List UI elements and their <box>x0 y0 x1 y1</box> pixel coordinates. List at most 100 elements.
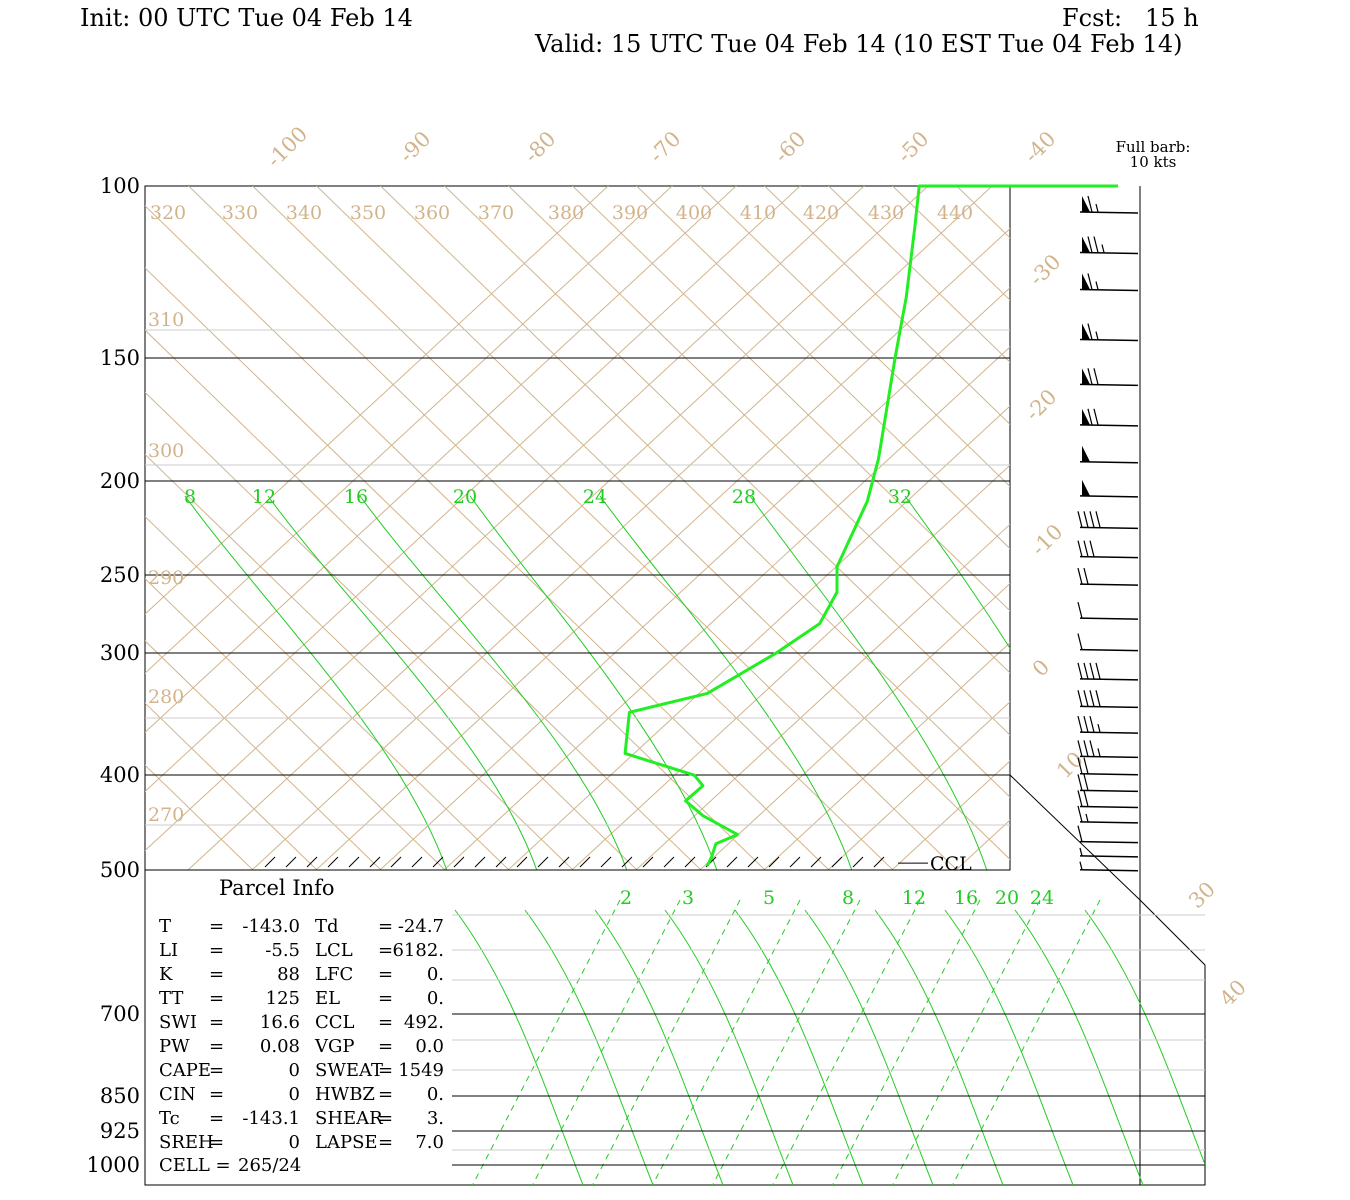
mixing-ratio-label: 12 <box>252 486 276 508</box>
wind-barb <box>1079 479 1139 498</box>
barb-half <box>1095 203 1099 213</box>
parcel-row-label: LI <box>159 940 178 961</box>
dry-adiabat-line <box>145 515 510 870</box>
dry-adiabat-line <box>379 186 1010 798</box>
hatch-mark <box>621 856 633 868</box>
barb-full <box>1077 540 1083 557</box>
barb-shaft <box>1079 840 1139 844</box>
upper-mixing-ratio-lines <box>184 495 1010 870</box>
barb-full <box>1083 567 1089 585</box>
isotherm-label: -30 <box>1025 250 1066 291</box>
barb-full <box>1083 740 1089 757</box>
mixing-ratio-line <box>184 495 448 870</box>
isotherm-label: 40 <box>1215 975 1251 1011</box>
lower-mixing-ratio-label: 3 <box>682 887 694 909</box>
barb-shaft <box>1079 855 1139 858</box>
wind-barb <box>1077 774 1139 793</box>
hatch-mark <box>264 856 276 868</box>
isotherm-line <box>443 346 1010 870</box>
hatch-mark <box>789 856 801 868</box>
parcel-row-label: TT <box>159 988 183 1009</box>
init-time: Init: 00 UTC Tue 04 Feb 14 <box>80 4 413 32</box>
barb-shaft <box>1079 821 1139 824</box>
barb-shaft <box>1079 495 1139 498</box>
moist-adiabat-line <box>664 909 794 1185</box>
barb-shaft <box>1079 617 1139 620</box>
dry-adiabat-line <box>145 578 446 870</box>
wind-barbs: Full barb:10 kts <box>1077 138 1190 872</box>
parcel-row-eq2: = <box>378 988 393 1009</box>
theta-label: 440 <box>937 202 973 224</box>
parcel-row-label2: LAPSE <box>315 1132 378 1153</box>
dry-adiabat-line <box>145 453 574 870</box>
parcel-row-label: Tc <box>159 1108 180 1129</box>
barb-full <box>1083 690 1089 707</box>
parcel-row-label2: SWEAT <box>315 1060 383 1081</box>
parcel-row-eq: = <box>209 916 224 937</box>
pressure-tick-label: 925 <box>100 1119 140 1143</box>
barb-full <box>1093 408 1099 425</box>
isotherm-label: -90 <box>395 127 436 168</box>
hatch-mark <box>306 856 318 868</box>
dry-adiabat-line <box>315 186 1010 861</box>
dry-adiabat-line <box>507 186 1010 674</box>
wind-barb <box>1079 445 1139 464</box>
dry-adiabat-line <box>443 186 1010 736</box>
parcel-row-value2: 0. <box>427 988 444 1009</box>
moist-adiabat-line <box>594 909 724 1185</box>
wind-barb <box>1079 861 1139 872</box>
barb-shaft <box>1079 424 1139 427</box>
mixing-ratio-line <box>267 495 538 870</box>
barb-half <box>1079 861 1083 870</box>
hatch-mark <box>537 856 549 868</box>
barb-full <box>1089 511 1095 528</box>
lower-mixing-ratio-label: 5 <box>763 887 775 909</box>
dry-adiabat-line <box>145 640 382 870</box>
dry-adiabat-line <box>145 205 830 870</box>
hatch-mark <box>453 856 465 868</box>
isotherm-line <box>1084 66 1350 870</box>
lower-mixing-ratio-label: 2 <box>620 887 632 909</box>
lower-mixing-ratio-line <box>652 899 801 1185</box>
barb-half <box>1097 723 1101 733</box>
isotherm-label: -70 <box>645 127 686 168</box>
parcel-row-value: 0.08 <box>260 1036 300 1057</box>
parcel-row-eq2: = <box>378 916 393 937</box>
pressure-tick-label: 700 <box>100 1002 140 1026</box>
pressure-tick-label: 400 <box>100 763 140 787</box>
parcel-row-eq: = <box>209 988 224 1009</box>
barb-full <box>1083 715 1089 733</box>
wind-barb <box>1077 690 1139 709</box>
hatch-mark <box>747 856 759 868</box>
dry-adiabat-line <box>635 186 1010 550</box>
dry-adiabat-line <box>145 702 318 870</box>
theta-label: 270 <box>148 804 184 826</box>
isotherm-line <box>571 464 1010 870</box>
lower-panel-frame <box>144 186 1206 1186</box>
barb-full <box>1077 774 1083 791</box>
lower-mixing-ratio-label: 24 <box>1030 887 1054 909</box>
barb-half <box>1095 331 1099 340</box>
wind-barb <box>1077 567 1139 586</box>
isotherm-line <box>699 582 1010 870</box>
barb-flag <box>1082 445 1090 462</box>
barb-full <box>1077 633 1083 650</box>
isotherm-line <box>1148 66 1350 870</box>
parcel-row-label2: Td <box>315 916 339 937</box>
hatch-mark <box>495 856 507 868</box>
dry-adiabat-line <box>1256 166 1350 1040</box>
moist-adiabat-line <box>804 909 934 1185</box>
barb-flag <box>1082 408 1090 425</box>
barb-full <box>1077 790 1083 807</box>
wind-barb <box>1079 408 1139 427</box>
pressure-tick-label: 300 <box>100 641 140 665</box>
parcel-row-eq2: = <box>378 1036 393 1057</box>
theta-label: 410 <box>740 202 776 224</box>
dry-adiabat-line <box>251 186 958 870</box>
isotherm-label: -10 <box>1027 520 1068 561</box>
lower-mixing-ratio-label: 8 <box>842 887 854 909</box>
barb-shaft <box>1079 731 1139 734</box>
lower-mixing-ratio-label: 16 <box>954 887 978 909</box>
isotherm-label: -60 <box>770 127 811 168</box>
valid-time: Valid: 15 UTC Tue 04 Feb 14 (10 EST Tue … <box>535 30 1183 58</box>
